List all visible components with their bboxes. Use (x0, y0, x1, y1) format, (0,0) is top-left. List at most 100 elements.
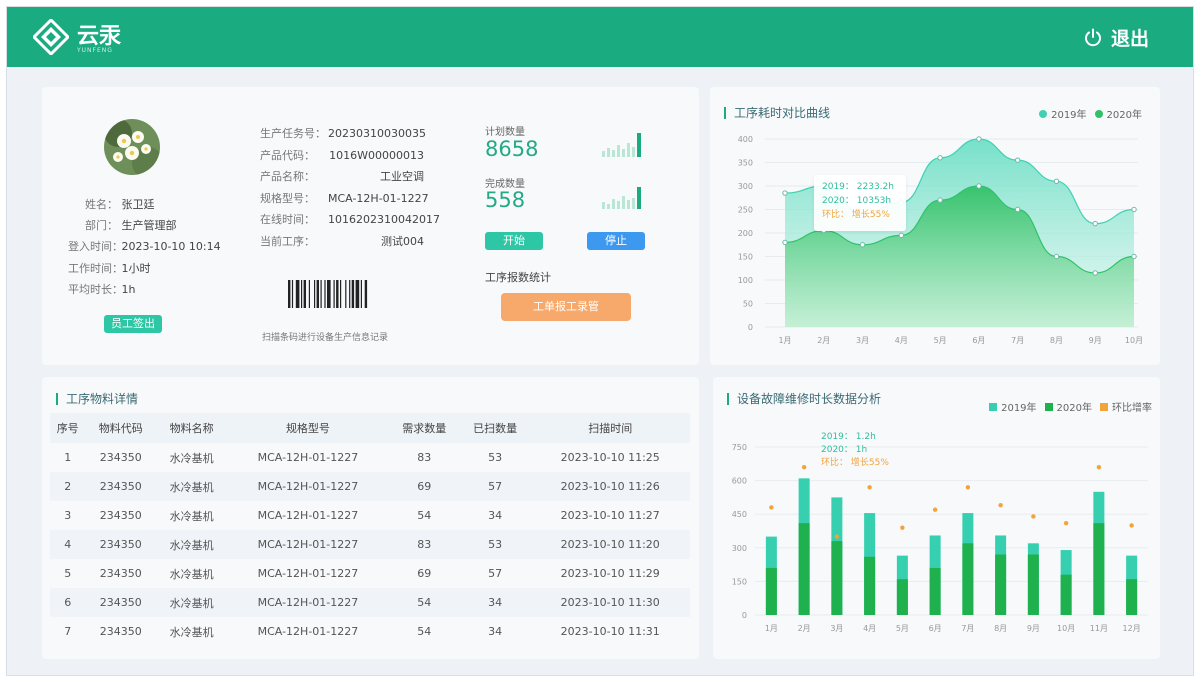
table-row[interactable]: 2 234350 水冷基机 MCA-12H-01-1227 69 57 2023-10-10… (50, 472, 690, 501)
order-row: 当前工序： 测试004 (260, 233, 424, 249)
x-tick-label: 8月 (1050, 336, 1063, 345)
barcode-bar (327, 280, 331, 308)
bar-2020 (995, 554, 1007, 615)
data-point (937, 155, 943, 161)
series-line-2020年 (784, 185, 1135, 274)
ratio-point (867, 485, 872, 490)
table-cell: 234350 (99, 625, 142, 638)
table-cell: 2023-10-10 11:26 (530, 472, 690, 501)
logout-button[interactable]: 退出 (1083, 24, 1149, 51)
table-cell: 水冷基机 (156, 530, 227, 559)
table-cell: 2 (50, 472, 86, 501)
bar-2020 (962, 543, 974, 615)
table-cell: MCA-12H-01-1227 (226, 588, 389, 617)
table-cell: MCA-12H-01-1227 (226, 530, 389, 559)
column-header[interactable]: 序号 (50, 413, 86, 443)
table-row[interactable]: 6 234350 水冷基机 MCA-12H-01-1227 54 34 2023-10-10… (50, 588, 690, 617)
y-tick-label: 50 (743, 300, 753, 309)
barcode (286, 280, 398, 316)
login-time-row: 登入时间： 2023-10-10 10:14 (68, 238, 221, 254)
legend-2020-swatch (1094, 109, 1103, 118)
table-title: 工序物料详情 (56, 393, 138, 405)
table-cell: 34 (488, 625, 503, 638)
report-button[interactable]: 工单报工录管 (501, 293, 631, 321)
data-point (1053, 253, 1060, 260)
bar-2020 (831, 541, 843, 615)
column-header[interactable]: 扫描时间 (530, 413, 690, 443)
data-point (1092, 220, 1098, 227)
table-row[interactable]: 3 234350 水冷基机 MCA-12H-01-1227 54 34 2023-10-10… (50, 501, 690, 530)
table-row[interactable]: 7 234350 水冷基机 MCA-12H-01-1227 54 34 2023-10-10… (50, 617, 690, 646)
legend-bar-2019-swatch (989, 402, 998, 411)
dept-row: 部门： 生产管理部 (68, 217, 177, 233)
bar-tooltip-2020: 2020： 1h (821, 445, 868, 455)
y-tick-label: 0 (748, 323, 753, 332)
table-cell: 234350 (99, 451, 142, 464)
barcode-caption: 扫描条码进行设备生产信息记录 (262, 333, 389, 343)
column-header[interactable]: 规格型号 (226, 413, 389, 443)
bar-tooltip-ratio: 环比： 增长55% (821, 458, 889, 468)
bar-chart: 750 600 450 300 150 0 1月 2月 3月 4月 5月 6月 7月 8月 9月 10月 11月… (732, 443, 1148, 633)
order-row-label: 产品代码： (260, 148, 315, 162)
table-cell: 234350 (85, 588, 157, 617)
y-tick-label: 450 (732, 510, 747, 519)
column-header[interactable]: 物料名称 (156, 413, 227, 443)
avatar (104, 119, 160, 175)
column-header[interactable]: 已扫数量 (459, 413, 531, 443)
barcode-bar (364, 280, 368, 308)
order-row: 产品代码： 1016W00000013 (260, 147, 424, 163)
x-tick-label: 11月 (1090, 624, 1108, 633)
y-tick-label: 300 (732, 544, 747, 553)
order-row-value: 工业空调 (380, 170, 424, 183)
ratio-point (801, 464, 807, 470)
line-chart: 400 350 300 250 200 150 100 50 0 1月 2月 3月 4月 5月 6月 7月 8月… (738, 135, 1143, 345)
y-tick-label: 100 (738, 276, 753, 285)
bar-2020 (864, 556, 876, 615)
legend-2020: 2020年 (1106, 110, 1142, 121)
table-body: 1 234350 水冷基机 MCA-12H-01-1227 83 53 2023-10-10… (50, 443, 690, 646)
logo-subtitle: YUNFENG (77, 47, 113, 54)
ratio-point (769, 505, 774, 510)
order-row-label: 当前工序： (260, 234, 315, 248)
table-cell: 水冷基机 (156, 472, 227, 501)
tooltip-2020: 2020： 10353h (822, 196, 892, 206)
plan-quantity-label: 计划数量 (485, 127, 525, 138)
clock-out-button[interactable]: 员工签出 (104, 315, 162, 333)
table-row[interactable]: 4 234350 水冷基机 MCA-12H-01-1227 83 53 2023-10-10… (50, 530, 690, 559)
data-point (1014, 206, 1021, 213)
table-row[interactable]: 1 234350 水冷基机 MCA-12H-01-1227 83 53 2023-10-10… (50, 443, 690, 472)
stop-button[interactable]: 停止 (587, 232, 645, 250)
login-time-value: 2023-10-10 10:14 (121, 240, 221, 253)
ratio-point (1129, 523, 1134, 528)
table-cell: 57 (459, 472, 531, 501)
worker-info-panel: 姓名： 张卫廷 部门： 生产管理部 登入时间： 2023-10-10 10:14… (42, 87, 699, 365)
barcode-bar (324, 280, 326, 308)
x-tick-label: 4月 (895, 336, 908, 345)
x-tick-label: 6月 (972, 336, 985, 345)
table-cell: 234350 (99, 509, 142, 522)
table-cell: 54 (388, 588, 460, 617)
logo-text: 云汞 (77, 24, 122, 49)
data-point (976, 136, 982, 142)
bar-2020 (929, 567, 941, 615)
y-tick-label: 350 (738, 159, 753, 168)
barcode-bar (291, 280, 294, 308)
column-header[interactable]: 物料代码 (85, 413, 157, 443)
barcode-image (288, 280, 368, 308)
logo: 云汞 (33, 19, 121, 55)
start-button[interactable]: 开始 (485, 232, 543, 250)
table-cell: 水冷基机 (169, 509, 214, 523)
column-header[interactable]: 需求数量 (388, 413, 460, 443)
barcode-bar (314, 280, 316, 308)
data-point (782, 190, 788, 196)
table-cell: 2023-10-10 11:20 (530, 530, 690, 559)
table-cell: 54 (417, 509, 432, 522)
bar-chart-title: 设备故障维修时长数据分析 (727, 393, 881, 405)
avg-time-label: 平均时长： (68, 283, 123, 296)
table-row[interactable]: 5 234350 水冷基机 MCA-12H-01-1227 69 57 2023-10-10… (50, 559, 690, 588)
order-row-value: 测试004 (381, 234, 424, 248)
data-point (976, 183, 982, 189)
table-cell: 2023-10-10 11:30 (530, 588, 690, 617)
barcode-bar (345, 280, 347, 308)
dept-label: 部门： (85, 219, 118, 232)
